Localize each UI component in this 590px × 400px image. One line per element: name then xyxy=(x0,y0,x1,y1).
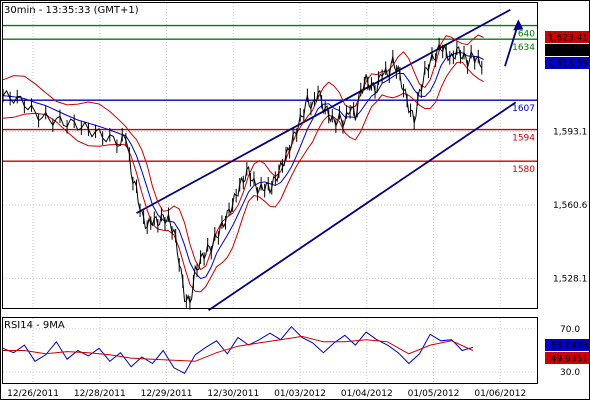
price-badge-text: 1,623.41 xyxy=(548,34,588,44)
channel-lower-line xyxy=(208,101,517,312)
bollinger-lower-band xyxy=(2,61,484,293)
x-tick-label: 01/06/2012 xyxy=(474,389,526,399)
indicator-title: RSI14 - 9MA xyxy=(4,320,65,331)
x-tick-label: 12/26/2011 xyxy=(7,389,59,399)
axis-labels: 12/26/2011 12/28/2011 12/29/2011 12/30/2011… xyxy=(7,128,588,399)
value-badges: 1,623.41 1,623.16 1,618.95 53.0498 49.9351 xyxy=(545,31,589,365)
price-gridlines xyxy=(3,3,537,308)
indicator-y-tick-label: 30.0 xyxy=(560,368,580,378)
level-label: 1580 xyxy=(512,165,535,175)
indicator-panel-frame xyxy=(2,317,538,384)
x-tick-label: 12/30/2011 xyxy=(207,389,259,399)
price-badge-text: 1,623.16 xyxy=(548,47,588,57)
price-badge: 1,623.41 xyxy=(545,31,589,44)
x-tick-label: 12/29/2011 xyxy=(141,389,193,399)
horizontal-levels: 640 1634 1607 1594 1580 xyxy=(3,24,537,175)
price-y-tick-label: 1,528.1 xyxy=(553,274,587,284)
x-tick-label: 01/05/2012 xyxy=(408,389,460,399)
level-label: 640 xyxy=(518,30,535,40)
x-tick-label: 01/04/2012 xyxy=(341,389,393,399)
price-badge-text: 1,618.95 xyxy=(548,60,588,70)
bollinger-upper-band xyxy=(2,34,484,271)
price-badge-bg xyxy=(545,57,589,69)
indicator-badge: 53.0498 xyxy=(545,339,589,352)
level-label: 1634 xyxy=(512,43,535,53)
chart-title: 30min - 13:35:33 (GMT+1) xyxy=(4,5,139,16)
price-y-tick-label: 1,593.1 xyxy=(553,128,587,138)
indicator-badge-text: 53.0498 xyxy=(551,342,588,352)
indicator-gridlines xyxy=(3,318,537,383)
indicator-badge-text: 49.9351 xyxy=(551,355,588,365)
rsi-ma-line xyxy=(3,335,474,362)
price-badge: 1,618.95 xyxy=(545,57,589,70)
indicator-badge: 49.9351 xyxy=(545,352,589,365)
price-series xyxy=(2,34,484,310)
indicator-badge-bg xyxy=(545,339,589,351)
price-badge: 1,623.16 xyxy=(545,44,589,57)
price-y-tick-label: 1,560.6 xyxy=(553,201,588,211)
indicator-badge-bg xyxy=(545,352,589,364)
price-panel-frame xyxy=(2,2,538,309)
indicator-y-tick-label: 70.0 xyxy=(560,325,580,335)
price-badge-bg xyxy=(545,44,589,56)
x-tick-label: 01/03/2012 xyxy=(274,389,326,399)
price-badge-bg xyxy=(545,31,589,43)
x-tick-label: 12/28/2011 xyxy=(74,389,126,399)
level-label: 1607 xyxy=(512,104,535,114)
indicator-series xyxy=(2,325,474,374)
level-label: 1594 xyxy=(512,134,535,144)
projection-arrow-line xyxy=(504,23,520,67)
projection-arrow-head xyxy=(513,19,524,31)
